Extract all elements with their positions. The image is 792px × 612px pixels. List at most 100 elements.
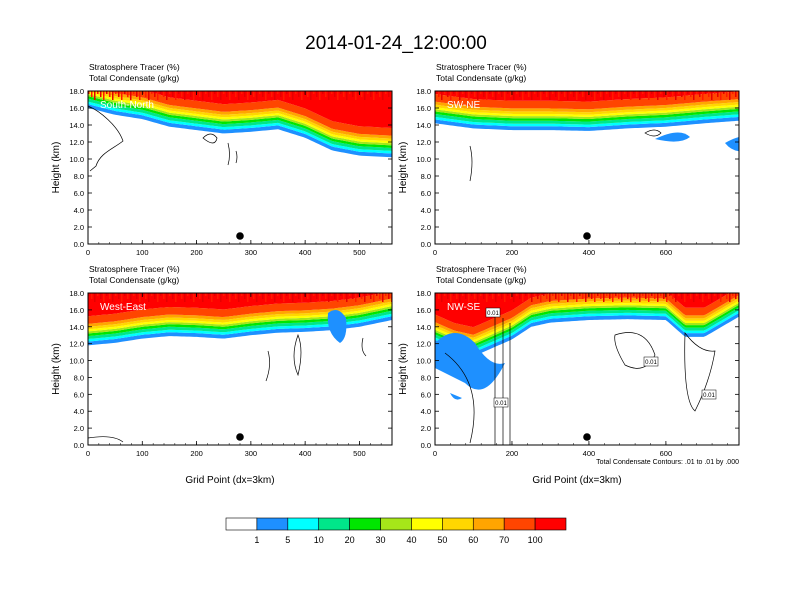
tracer-streak	[585, 91, 587, 100]
tracer-streak	[492, 293, 494, 299]
y-tick-label: 8.0	[74, 172, 84, 181]
tracer-streak	[133, 91, 135, 94]
tracer-streak	[711, 91, 713, 100]
y-tick-label: 8.0	[421, 172, 431, 181]
tracer-streak	[133, 293, 135, 296]
tracer-streak	[732, 91, 734, 94]
tracer-streak	[561, 91, 563, 94]
tracer-streak	[94, 293, 96, 302]
tracer-streak	[510, 293, 512, 299]
tracer-band-4	[435, 108, 739, 122]
contour-label: 0.01	[645, 360, 657, 366]
tracer-streak	[477, 91, 479, 100]
tracer-streak	[232, 293, 234, 296]
tracer-streak	[726, 293, 728, 299]
tracer-streak	[447, 293, 449, 299]
tracer-streak	[175, 293, 177, 302]
panel-title-line1: Stratosphere Tracer (%)	[436, 264, 527, 274]
tracer-streak	[187, 293, 189, 296]
x-tick-label: 400	[583, 248, 596, 257]
tracer-streak	[489, 293, 491, 296]
tracer-streak	[172, 293, 174, 299]
colorbar: 1 5 10 20 30 40 50 60 70 100	[225, 517, 567, 545]
contour-label-box	[643, 356, 659, 367]
tracer-streak	[109, 91, 111, 97]
colorbar-swatch	[472, 517, 505, 531]
tracer-band-10	[435, 293, 739, 328]
tracer-streak	[636, 91, 638, 97]
tracer-streak	[175, 91, 177, 100]
tracer-streak	[289, 293, 291, 299]
y-tick-label: 14.0	[69, 323, 84, 332]
tracer-streak	[666, 91, 668, 100]
y-tick-label: 16.0	[69, 306, 84, 315]
x-tick-label: 100	[136, 449, 149, 458]
tracer-streak	[364, 293, 366, 302]
tracer-streak	[211, 293, 213, 302]
y-tick-label: 18.0	[416, 289, 431, 298]
colorbar-swatch	[318, 517, 350, 531]
tracer-band-8	[435, 99, 739, 113]
tracer-streak	[597, 293, 599, 296]
tracer-streak	[552, 91, 554, 94]
tracer-streak	[145, 293, 147, 299]
tracer-streak	[729, 91, 731, 100]
y-tick-label: 6.0	[74, 189, 84, 198]
y-tick-label: 2.0	[421, 223, 431, 232]
tracer-streak	[172, 91, 174, 97]
tracer-band-5	[435, 106, 739, 120]
colorbar-label: 10	[314, 535, 324, 545]
colorbar-label: 40	[406, 535, 416, 545]
tracer-streak	[178, 91, 180, 94]
tracer-streak	[121, 293, 123, 302]
tracer-streak	[690, 293, 692, 299]
x-tick-label: 100	[136, 248, 149, 257]
tracer-streak	[292, 293, 294, 302]
figure-title: 2014-01-24_12:00:00	[305, 33, 487, 54]
tracer-streak	[190, 91, 192, 97]
x-tick-label: 0	[433, 248, 437, 257]
tracer-streak	[148, 91, 150, 100]
tracer-streak	[459, 91, 461, 100]
tracer-streak	[654, 293, 656, 299]
tracer-streak	[223, 293, 225, 296]
tracer-streak	[630, 293, 632, 302]
tracer-streak	[331, 91, 333, 94]
tracer-streak	[633, 293, 635, 296]
tracer-streak	[280, 91, 282, 97]
tracer-band-6	[435, 104, 739, 117]
tracer-streak	[654, 91, 656, 97]
cross-section-label: NW-SE	[447, 302, 480, 313]
tracer-streak	[675, 293, 677, 302]
tracer-streak	[373, 293, 375, 302]
tracer-streak	[684, 91, 686, 100]
tracer-streak	[618, 293, 620, 299]
tracer-streak	[486, 293, 488, 302]
tracer-streak	[346, 91, 348, 100]
condensate-contours	[435, 313, 716, 445]
tracer-band-7	[435, 102, 739, 115]
tracer-streak	[546, 293, 548, 299]
tracer-streak	[651, 91, 653, 94]
colorbar-swatch	[225, 517, 258, 531]
tracer-streak	[441, 91, 443, 100]
tracer-streak	[456, 91, 458, 97]
tracer-streak	[247, 91, 249, 100]
tracer-streak	[325, 293, 327, 299]
tracer-streak	[453, 293, 455, 296]
contour-line	[644, 129, 662, 137]
tracer-streak	[582, 91, 584, 97]
cross-section-label: SW-NE	[447, 100, 480, 111]
contour-line	[494, 313, 511, 445]
tracer-streak	[705, 91, 707, 94]
y-tick-label: 4.0	[421, 206, 431, 215]
tracer-streak	[328, 91, 330, 100]
tracer-streak	[139, 293, 141, 302]
tracer-streak	[190, 293, 192, 299]
tracer-streak	[690, 91, 692, 97]
plot-frame	[434, 90, 740, 245]
tracer-streak	[373, 91, 375, 100]
location-marker	[236, 433, 244, 441]
colorbar-swatch	[256, 517, 289, 531]
condensate-contours	[88, 105, 238, 172]
